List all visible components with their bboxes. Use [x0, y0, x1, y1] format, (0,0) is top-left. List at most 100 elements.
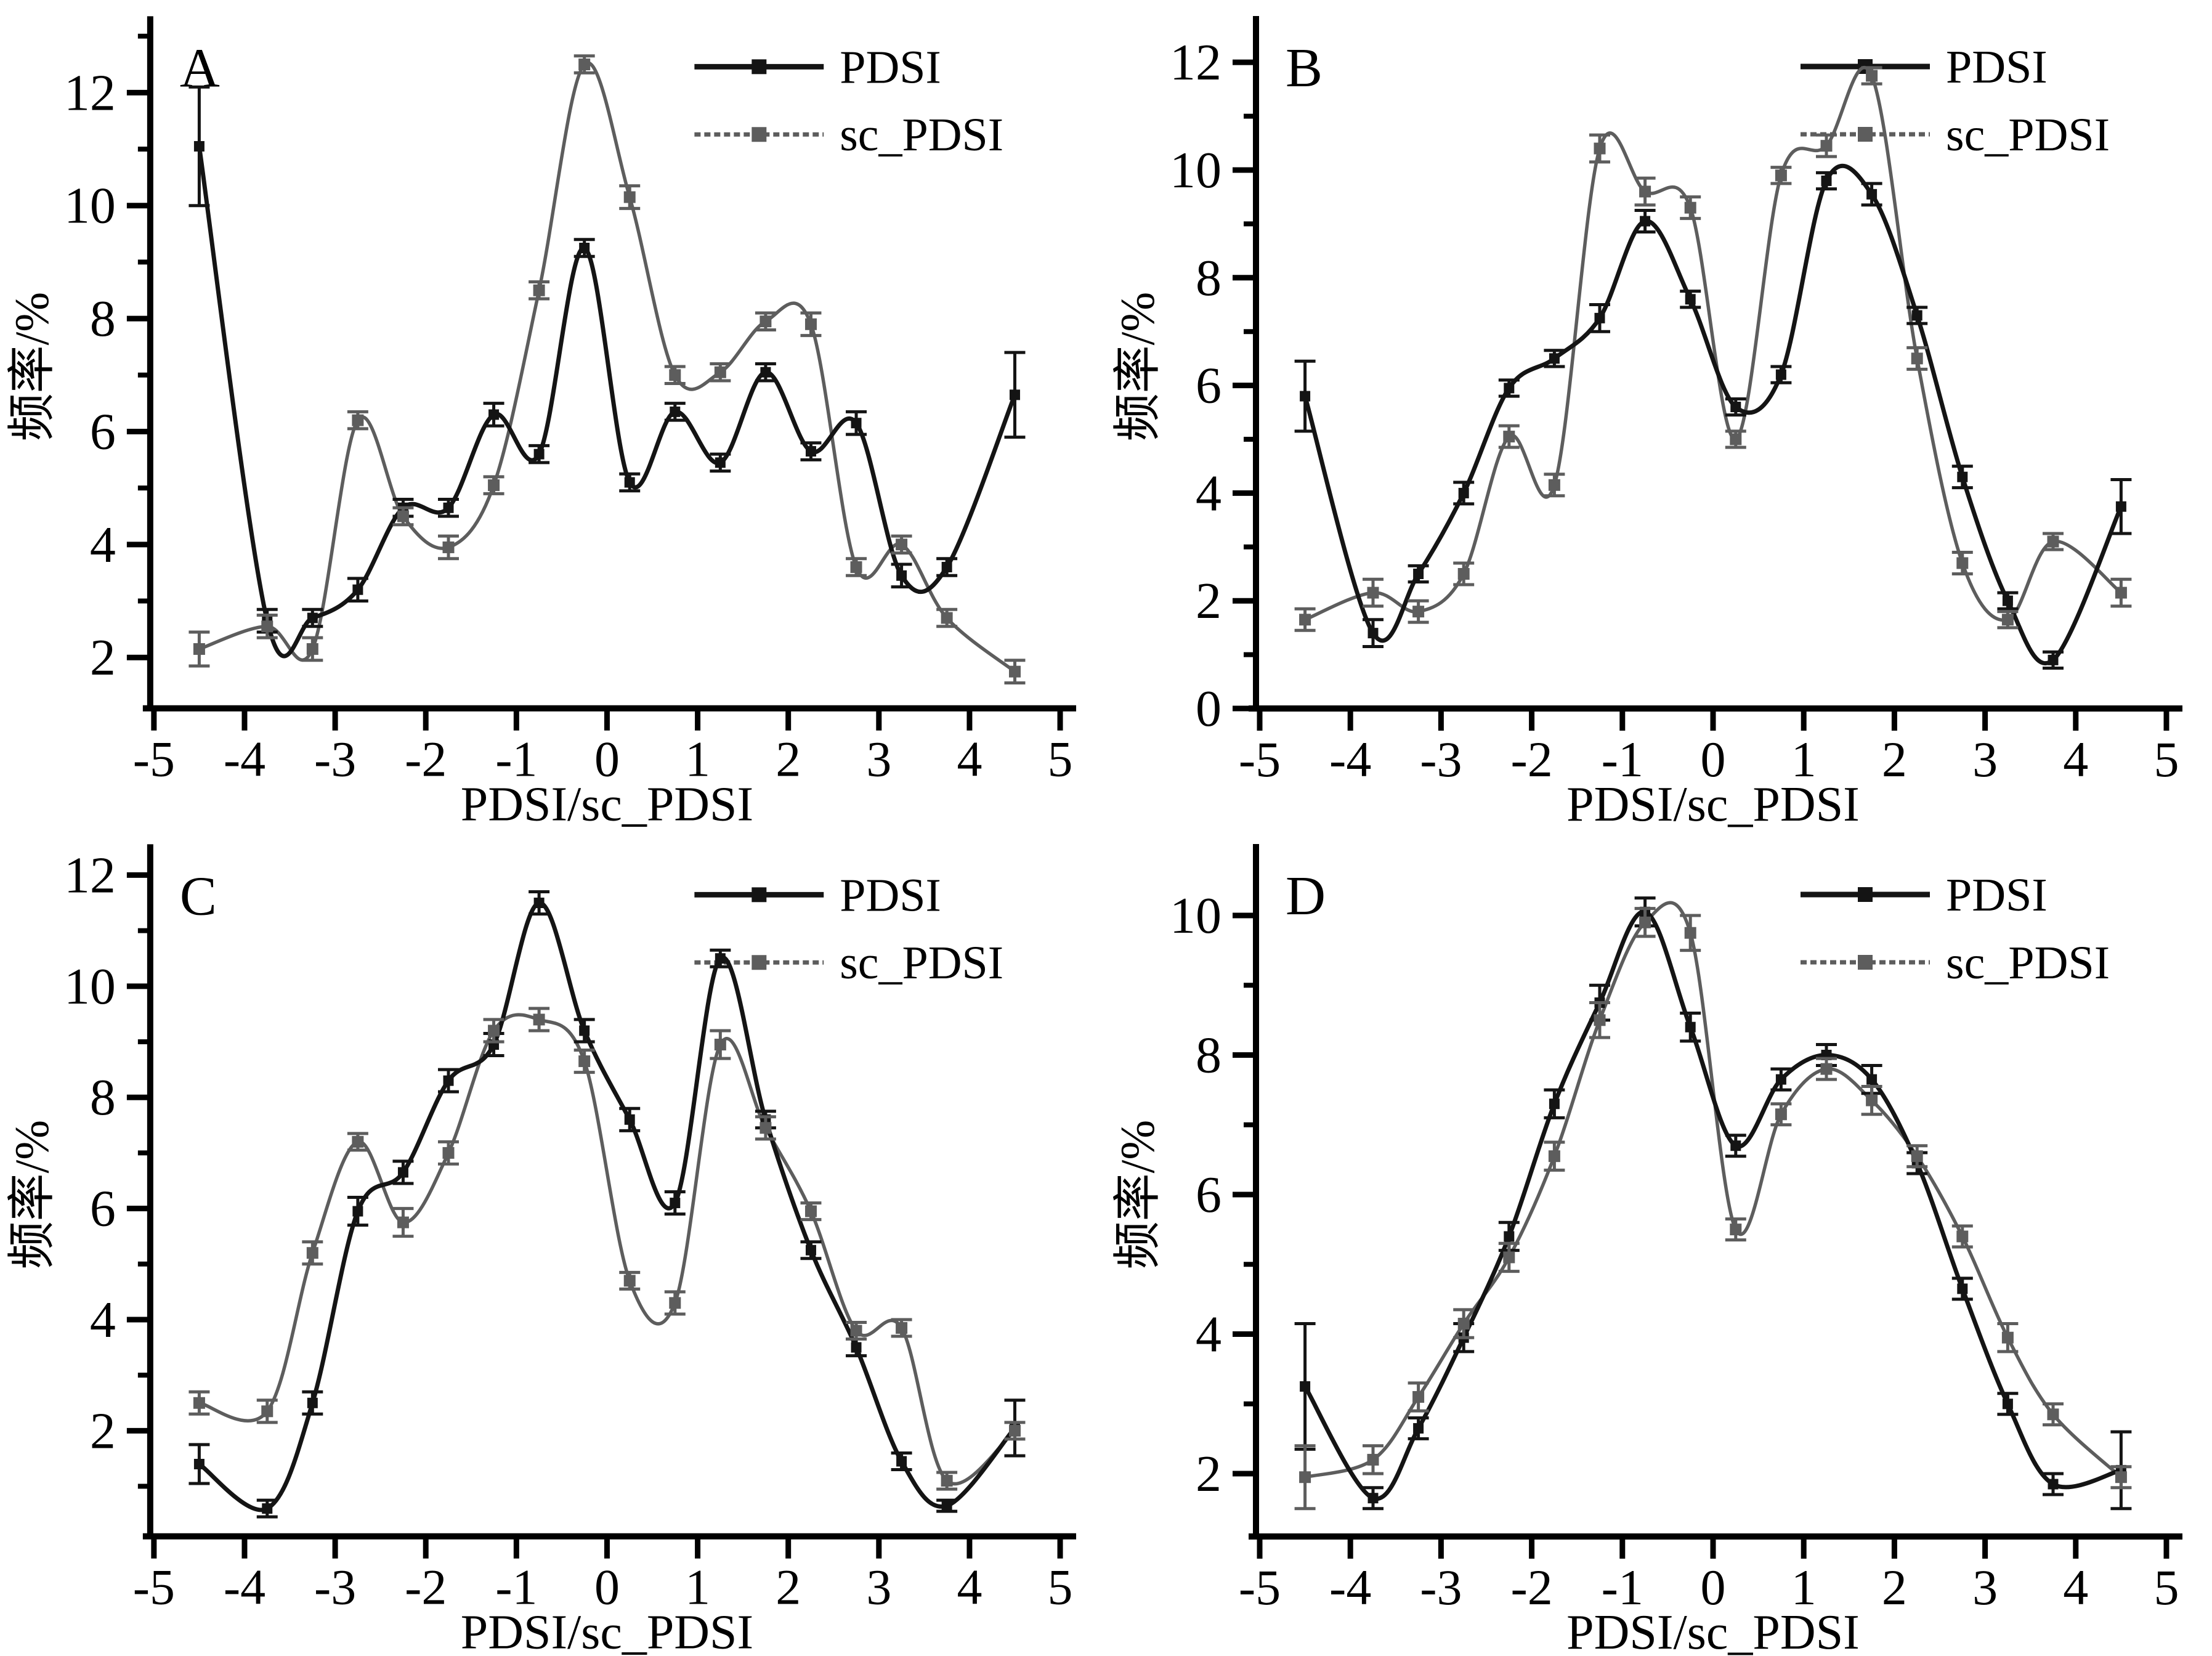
marker-PDSI: [533, 448, 545, 460]
marker-PDSI: [1866, 1074, 1878, 1085]
legend-label-sc_PDSI: sc_PDSI: [840, 937, 1003, 989]
marker-sc_PDSI: [1775, 169, 1787, 182]
x-tick-label: -1: [1602, 1559, 1643, 1615]
marker-sc_PDSI: [2001, 1331, 2014, 1344]
marker-sc_PDSI: [193, 643, 205, 655]
marker-PDSI: [1458, 487, 1469, 498]
marker-PDSI: [488, 409, 500, 420]
y-tick-label: 6: [1196, 1166, 1221, 1224]
x-tick-label: 2: [1882, 731, 1907, 787]
marker-PDSI: [1640, 216, 1651, 227]
x-tick-label: 2: [1882, 1559, 1907, 1615]
marker-sc_PDSI: [1008, 665, 1021, 678]
marker-sc_PDSI: [1412, 1390, 1425, 1403]
marker-PDSI: [579, 1025, 590, 1036]
marker-sc_PDSI: [1548, 1150, 1560, 1163]
marker-sc_PDSI: [1820, 1063, 1833, 1075]
marker-PDSI: [307, 1397, 318, 1408]
marker-sc_PDSI: [850, 1325, 862, 1337]
legend-marker-sc_PDSI: [1858, 955, 1873, 970]
marker-sc_PDSI: [941, 1475, 953, 1487]
marker-sc_PDSI: [442, 541, 455, 553]
panel-C-chart: -5 -4 -3 -2 -1 0 1 2 3 4 524681012PDSI/sc_PDSI频率/%…: [6, 844, 1077, 1656]
y-tick-label: 6: [90, 1180, 116, 1238]
marker-sc_PDSI: [1956, 1230, 1969, 1243]
x-tick-label: -1: [1602, 731, 1643, 787]
marker-sc_PDSI: [669, 369, 681, 381]
x-tick-label: 0: [1701, 1559, 1726, 1615]
x-tick-label: 3: [866, 731, 891, 787]
y-tick-label: 10: [1170, 142, 1221, 199]
y-tick-label: 4: [1196, 465, 1221, 522]
x-tick-label: -1: [495, 731, 537, 787]
y-tick-label: 4: [90, 516, 116, 574]
legend-label-PDSI: PDSI: [1946, 869, 2048, 921]
y-tick-label: 8: [90, 1069, 116, 1126]
marker-PDSI: [1685, 1021, 1696, 1033]
marker-PDSI: [941, 562, 952, 573]
legend-label-PDSI: PDSI: [840, 869, 941, 921]
marker-PDSI: [193, 1458, 205, 1469]
marker-PDSI: [1685, 294, 1696, 305]
marker-sc_PDSI: [578, 59, 591, 71]
marker-sc_PDSI: [760, 315, 772, 328]
marker-PDSI: [352, 1206, 363, 1217]
x-tick-label: -3: [1420, 1559, 1462, 1615]
x-tick-label: -5: [1239, 731, 1281, 787]
y-tick-label: 10: [1170, 887, 1221, 944]
y-tick-label: 12: [1170, 34, 1221, 91]
marker-PDSI: [2048, 654, 2059, 665]
x-tick-label: 2: [776, 731, 801, 787]
curve-sc_PDSI: [1304, 66, 2123, 622]
marker-PDSI: [1009, 389, 1020, 400]
x-tick-label: 5: [1048, 1559, 1073, 1615]
marker-PDSI: [896, 1456, 907, 1467]
marker-PDSI: [1957, 471, 1968, 482]
marker-sc_PDSI: [1367, 586, 1379, 599]
y-tick-label: 4: [90, 1291, 116, 1349]
y-axis-title: 频率/%: [6, 292, 59, 441]
marker-sc_PDSI: [1594, 142, 1606, 155]
marker-sc_PDSI: [896, 538, 908, 551]
marker-sc_PDSI: [1639, 185, 1651, 198]
x-axis-title: PDSI/sc_PDSI: [461, 777, 753, 828]
x-tick-label: -4: [224, 731, 265, 787]
x-axis-title: PDSI/sc_PDSI: [1566, 1605, 1860, 1656]
panel-B: -5 -4 -3 -2 -1 0 1 2 3 4 5 0 2 4 6 8 10 12 PDSI/sc_PDSI 频率/…: [1106, 0, 2212, 828]
marker-PDSI: [1957, 1283, 1968, 1294]
marker-sc_PDSI: [533, 1013, 545, 1026]
y-tick-label: 2: [1196, 572, 1221, 630]
marker-PDSI: [1866, 189, 1878, 200]
y-axis-title: 频率/%: [1111, 1120, 1164, 1270]
y-tick-label: 6: [90, 403, 116, 460]
marker-sc_PDSI: [804, 318, 817, 330]
x-tick-label: 1: [685, 731, 710, 787]
marker-sc_PDSI: [1684, 201, 1696, 214]
marker-PDSI: [1300, 391, 1311, 402]
marker-sc_PDSI: [1730, 1224, 1742, 1236]
marker-sc_PDSI: [352, 1135, 364, 1148]
marker-sc_PDSI: [804, 1205, 817, 1217]
x-tick-label: 4: [2063, 731, 2088, 787]
marker-PDSI: [1413, 568, 1424, 579]
marker-sc_PDSI: [1730, 433, 1742, 445]
marker-sc_PDSI: [488, 479, 500, 492]
marker-sc_PDSI: [669, 1297, 681, 1309]
marker-sc_PDSI: [2001, 614, 2014, 626]
panel-C: -5 -4 -3 -2 -1 0 1 2 3 4 5 2 4 6 8 10 12 PDSI/sc_PDSI 频率/%…: [0, 828, 1106, 1656]
marker-PDSI: [896, 570, 907, 581]
marker-PDSI: [805, 1244, 816, 1256]
panel-A-chart: -5 -4 -3 -2 -1 0 1 2 3 4 524681012PDSI/sc_PDSI频率/%…: [6, 16, 1077, 828]
marker-PDSI: [397, 1167, 408, 1178]
marker-sc_PDSI: [1956, 557, 1969, 569]
marker-PDSI: [533, 898, 545, 909]
marker-PDSI: [352, 584, 363, 595]
legend-marker-PDSI: [752, 887, 767, 903]
marker-sc_PDSI: [488, 1025, 500, 1037]
y-tick-label: 2: [90, 1402, 116, 1459]
marker-sc_PDSI: [1639, 916, 1651, 928]
panel-D: -5 -4 -3 -2 -1 0 1 2 3 4 5 2 4 6 8 10 PDSI/sc_PDSI 频率/% D P…: [1106, 828, 2212, 1656]
panel-letter: C: [180, 866, 217, 927]
marker-PDSI: [851, 418, 862, 429]
